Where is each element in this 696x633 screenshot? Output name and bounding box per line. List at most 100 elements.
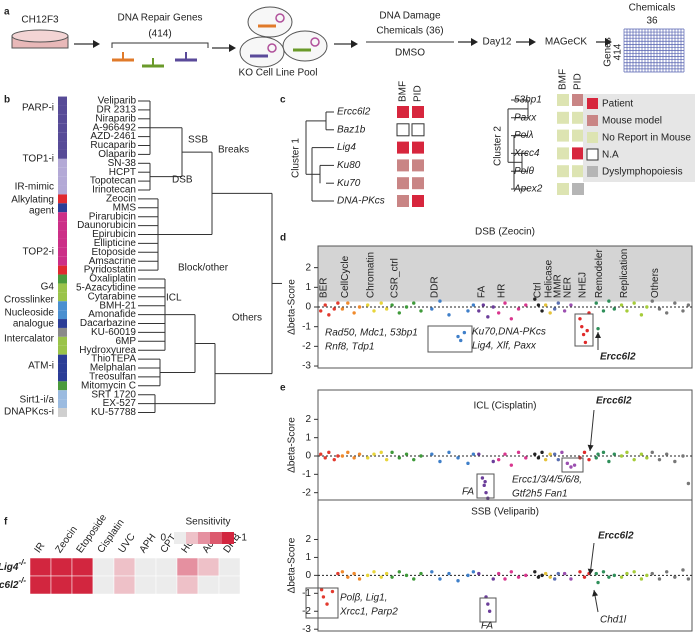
point	[536, 303, 541, 307]
status	[412, 141, 424, 154]
genes-n: 414	[613, 43, 624, 60]
chemical: Oxaliplatin	[89, 274, 136, 285]
class-color	[58, 114, 67, 124]
category-label: Replication	[619, 249, 630, 298]
point	[632, 457, 636, 462]
point	[562, 571, 567, 576]
y-axis-label: Δbeta-Score	[287, 279, 298, 335]
point	[397, 311, 402, 315]
point	[397, 456, 402, 460]
point	[612, 573, 617, 578]
gene: Ercc6l2	[337, 107, 371, 118]
annotation: Ercc6l2	[600, 352, 636, 363]
cluster-label: DSB	[172, 175, 193, 186]
column-label: APH	[138, 532, 159, 555]
gene: Baz1b	[337, 124, 366, 135]
class-color	[58, 185, 67, 195]
y-tick-label: -3	[302, 361, 311, 372]
class-label: TOP1-i	[23, 154, 55, 165]
point	[466, 461, 470, 466]
class-color	[58, 354, 67, 364]
status	[397, 106, 409, 118]
annotation: Polβ, Lig1,	[340, 593, 387, 604]
point	[562, 309, 567, 313]
point	[390, 303, 394, 307]
point	[619, 575, 624, 579]
point	[319, 452, 323, 456]
legend-label: Patient	[602, 99, 633, 110]
row-sup: -/-	[18, 558, 26, 567]
gene: Paxx	[514, 112, 537, 123]
annotation: Chd1l	[600, 615, 627, 626]
chemical: ThioTEPA	[91, 354, 136, 365]
point	[346, 575, 350, 579]
point	[657, 577, 662, 581]
gene: Polθ	[514, 166, 534, 177]
class-label: Alkylating	[11, 195, 54, 206]
plasmid	[267, 43, 277, 53]
point	[585, 328, 589, 333]
point	[352, 571, 356, 576]
status	[396, 123, 410, 137]
chemical: Niraparib	[95, 113, 136, 124]
point	[556, 457, 560, 462]
chemical: KU-57788	[91, 407, 136, 418]
point	[404, 573, 409, 578]
point	[384, 307, 389, 311]
point	[552, 452, 557, 456]
category-label: HR	[496, 284, 507, 298]
panel-label: e	[280, 383, 286, 394]
point	[332, 457, 336, 462]
column-label: IR	[33, 541, 48, 556]
category-label: Chromatin	[365, 252, 376, 298]
status	[572, 165, 584, 178]
point	[625, 309, 629, 313]
point	[607, 459, 611, 464]
highlight-box	[427, 325, 473, 353]
point	[536, 456, 541, 460]
class-color	[58, 194, 67, 204]
point	[601, 450, 606, 455]
chemical: Mitomycin C	[81, 380, 136, 391]
chemical: 6MP	[115, 336, 136, 347]
class-color	[58, 345, 67, 355]
chemical: Dacarbazine	[80, 318, 137, 329]
heat-cell	[113, 575, 136, 595]
class-color	[58, 247, 67, 257]
status	[557, 94, 569, 106]
point	[462, 330, 467, 335]
heat-cell	[134, 557, 157, 577]
gene: Ku80	[337, 160, 361, 171]
chemical: AZD-2461	[90, 131, 136, 142]
point	[619, 303, 624, 307]
pointer-head	[595, 332, 601, 338]
point	[319, 309, 323, 313]
point	[379, 301, 383, 305]
chemical: Melphalan	[90, 363, 136, 374]
class-color	[58, 105, 67, 115]
chemical: Topotecan	[90, 176, 136, 187]
damage: DNA Damage	[379, 11, 441, 22]
class-color	[58, 230, 67, 239]
point	[578, 570, 582, 574]
genes-title: DNA Repair Genes	[117, 13, 202, 24]
chemical: Pirarubicin	[89, 211, 136, 222]
point	[419, 571, 423, 576]
point	[650, 299, 654, 303]
annotation: FA	[481, 621, 493, 632]
point	[686, 481, 691, 486]
point	[340, 570, 345, 574]
chemical: Ellipticine	[94, 238, 137, 249]
class-color	[58, 390, 67, 400]
legend-swatch	[586, 148, 599, 161]
status	[572, 129, 584, 142]
chem-n: 36	[646, 16, 658, 27]
point	[456, 579, 460, 583]
point	[384, 571, 389, 576]
point	[482, 483, 486, 488]
heat-cell	[176, 575, 199, 595]
category-band	[318, 246, 692, 302]
point	[365, 573, 370, 578]
class-color	[58, 238, 67, 248]
pointer	[589, 409, 595, 452]
